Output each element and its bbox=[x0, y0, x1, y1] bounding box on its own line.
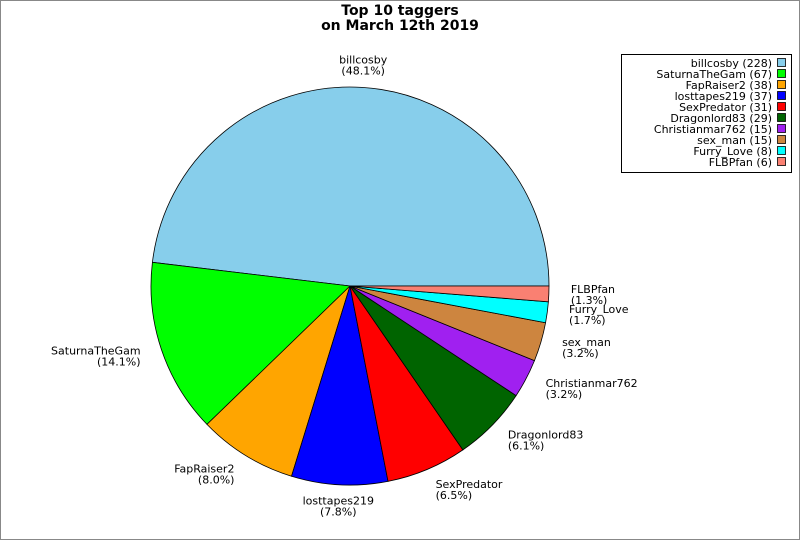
legend-swatch bbox=[777, 91, 786, 100]
pie-slice bbox=[206, 285, 351, 477]
pie-slice bbox=[151, 86, 550, 287]
legend-label: SexPredator (31) bbox=[679, 101, 772, 114]
legend-swatch bbox=[777, 58, 786, 67]
slice-percent: (6.5%) bbox=[436, 489, 473, 502]
pie-slice bbox=[291, 285, 389, 486]
slice-label: Furry_Love bbox=[569, 303, 629, 316]
slice-label: SaturnaTheGam bbox=[51, 345, 141, 358]
slice-label: Dragonlord83 bbox=[508, 429, 584, 442]
legend-label: Furry_Love (8) bbox=[693, 145, 772, 158]
legend-swatch bbox=[777, 113, 786, 122]
legend-label: sex_man (15) bbox=[697, 134, 772, 147]
slice-percent: (1.7%) bbox=[569, 314, 606, 327]
legend-swatch bbox=[777, 102, 786, 111]
legend-box bbox=[621, 54, 792, 173]
pie-slice bbox=[150, 261, 351, 425]
slice-label: losttapes219 bbox=[303, 495, 374, 508]
slice-label: Christianmar762 bbox=[546, 377, 638, 390]
legend-label: SaturnaTheGam (67) bbox=[656, 68, 772, 81]
slice-percent: (1.3%) bbox=[571, 294, 608, 307]
slice-label: FLBPfan bbox=[571, 283, 615, 296]
chart-subtitle: on March 12th 2019 bbox=[321, 18, 479, 34]
legend-swatch bbox=[777, 124, 786, 133]
chart-title: Top 10 taggers bbox=[341, 3, 458, 19]
slice-percent: (14.1%) bbox=[97, 356, 141, 369]
legend-label: FLBPfan (6) bbox=[709, 156, 772, 169]
slice-percent: (6.1%) bbox=[508, 440, 545, 453]
legend-swatch bbox=[777, 69, 786, 78]
slice-label: sex_man bbox=[562, 336, 611, 349]
legend-swatch bbox=[777, 80, 786, 89]
slice-label: FapRaiser2 bbox=[174, 462, 234, 475]
slice-label: billcosby bbox=[339, 53, 388, 66]
legend-label: FapRaiser2 (38) bbox=[686, 79, 772, 92]
legend-label: Christianmar762 (15) bbox=[654, 123, 772, 136]
slice-percent: (48.1%) bbox=[341, 64, 385, 77]
slice-percent: (3.2%) bbox=[546, 388, 583, 401]
legend-label: losttapes219 (37) bbox=[675, 90, 772, 103]
legend-swatch bbox=[777, 157, 786, 166]
legend-swatch bbox=[777, 146, 786, 155]
pie-slice bbox=[349, 285, 550, 303]
slice-label: SexPredator bbox=[436, 478, 503, 491]
legend-label: billcosby (228) bbox=[691, 57, 772, 70]
slice-percent: (7.8%) bbox=[320, 506, 357, 519]
legend-swatch bbox=[777, 135, 786, 144]
slice-percent: (3.2%) bbox=[562, 347, 599, 360]
legend-label: Dragonlord83 (29) bbox=[670, 112, 772, 125]
slice-percent: (8.0%) bbox=[198, 473, 235, 486]
